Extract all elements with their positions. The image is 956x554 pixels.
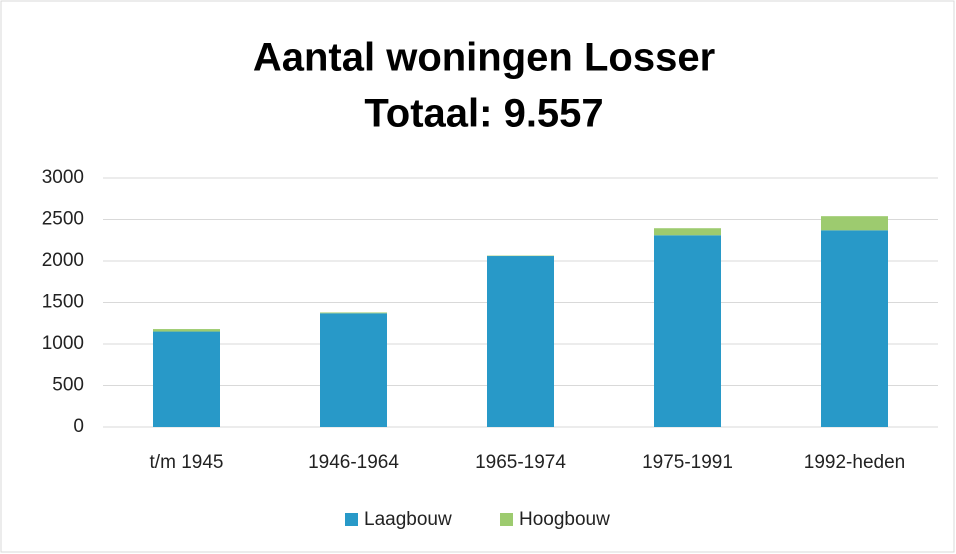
- x-tick-label: t/m 1945: [150, 452, 224, 473]
- legend-label: Hoogbouw: [519, 509, 610, 530]
- bar-segment: [654, 228, 721, 236]
- y-tick-label: 0: [73, 416, 84, 437]
- bar-segment: [821, 216, 888, 231]
- x-tick-label: 1975-1991: [642, 452, 733, 473]
- bar-segment: [487, 256, 554, 427]
- y-tick-label: 1500: [42, 292, 84, 313]
- bar-segment: [320, 313, 387, 427]
- y-tick-label: 2500: [42, 209, 84, 230]
- y-tick-label: 1000: [42, 333, 84, 354]
- x-tick-label: 1992-heden: [804, 452, 905, 473]
- bar-segment: [153, 329, 220, 332]
- y-tick-label: 2000: [42, 250, 84, 271]
- x-tick-label: 1965-1974: [475, 452, 566, 473]
- legend-swatch: [345, 513, 358, 526]
- legend-swatch: [500, 513, 513, 526]
- x-tick-label: 1946-1964: [308, 452, 399, 473]
- bar-segment: [320, 312, 387, 314]
- chart-title: Aantal woningen Losser: [253, 36, 715, 80]
- bar-segment: [654, 235, 721, 427]
- bar-segment: [821, 230, 888, 427]
- y-tick-label: 3000: [42, 167, 84, 188]
- bar-segment: [153, 331, 220, 427]
- y-tick-label: 500: [52, 375, 84, 396]
- legend-label: Laagbouw: [364, 509, 452, 530]
- chart-subtitle: Totaal: 9.557: [364, 92, 603, 136]
